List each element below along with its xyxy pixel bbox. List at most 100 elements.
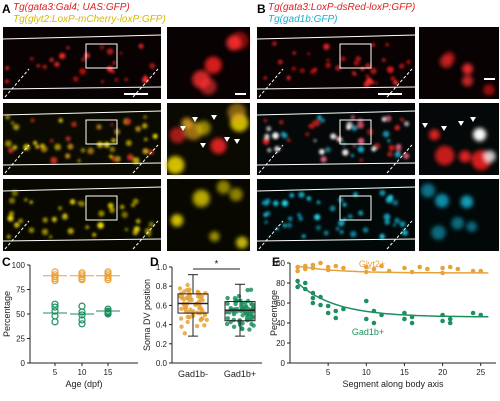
cell-body <box>125 140 132 146</box>
zoom-cell <box>227 103 247 122</box>
cell-body <box>135 125 142 132</box>
cell-body <box>346 121 353 129</box>
cell-body <box>30 118 35 123</box>
cell-body <box>50 156 58 164</box>
body-outline-line <box>2 162 162 166</box>
zoom-cell <box>462 75 473 87</box>
cell-body <box>381 58 386 62</box>
body-outline-line <box>2 110 162 116</box>
panel-label-a: A <box>2 2 11 16</box>
data-point <box>197 305 202 311</box>
cell-body <box>394 151 401 158</box>
cell-body <box>58 206 62 211</box>
y-tick-label: 0.2 <box>156 340 168 349</box>
x-tick-label: 25 <box>476 368 485 377</box>
zoom-roi-box <box>339 119 372 145</box>
cell-body <box>297 213 301 217</box>
cell-body <box>49 138 54 143</box>
cell-body <box>358 210 364 216</box>
data-point <box>51 268 59 276</box>
cell-body <box>36 64 40 68</box>
zoom-cell <box>462 63 473 75</box>
zoom-roi-box <box>339 43 372 69</box>
y-axis-label: Soma DV position <box>142 279 152 351</box>
cell-body <box>350 115 355 120</box>
data-point <box>104 276 112 284</box>
data-point <box>440 318 445 324</box>
data-point <box>470 310 476 316</box>
zoom-cell <box>421 183 435 198</box>
panel-label-c: C <box>2 255 11 269</box>
data-point <box>333 315 339 321</box>
data-point <box>202 323 207 328</box>
data-point <box>363 298 369 304</box>
zoom-cell <box>429 129 440 141</box>
cell-body <box>42 217 48 223</box>
cell-body <box>352 144 356 148</box>
cell-body <box>72 76 79 82</box>
cell-body <box>67 228 74 235</box>
cell-body <box>49 235 53 239</box>
segment-boundary <box>258 68 284 98</box>
cell-body <box>267 148 272 153</box>
cell-body <box>106 48 114 55</box>
y-tick-label: 0 <box>281 359 286 368</box>
body-outline-line <box>256 186 416 192</box>
data-point <box>78 302 86 310</box>
cell-body <box>323 230 329 236</box>
cell-body <box>54 143 61 151</box>
cell-body <box>357 146 365 153</box>
cell-body <box>393 80 399 85</box>
cell-body <box>79 67 87 75</box>
data-point <box>245 287 250 293</box>
data-point <box>302 280 308 286</box>
cell-body <box>266 126 272 132</box>
zoom-cell <box>170 214 184 227</box>
cell-body <box>338 197 344 203</box>
cell-body <box>325 62 332 69</box>
body-outline-line <box>256 162 416 166</box>
cell-body <box>392 199 399 206</box>
zoom-cell <box>459 150 471 163</box>
cell-body <box>114 78 118 82</box>
cell-body <box>101 80 104 84</box>
cell-body <box>379 233 385 240</box>
data-point <box>440 265 445 271</box>
data-point <box>363 316 369 322</box>
x-tick-label: 15 <box>104 368 113 377</box>
cell-body <box>287 216 293 222</box>
cell-body <box>69 199 76 205</box>
zoom-cell <box>169 127 186 144</box>
arrowhead-marker <box>192 117 198 122</box>
arrowhead-marker <box>224 137 230 142</box>
body-outline-line <box>256 110 416 116</box>
data-point <box>333 308 339 314</box>
cell-body <box>65 136 71 142</box>
data-point <box>295 278 300 284</box>
cell-body <box>357 118 363 124</box>
data-point <box>379 312 384 318</box>
data-point <box>402 310 407 316</box>
cell-body <box>8 147 14 154</box>
data-point <box>245 298 251 304</box>
data-point <box>478 312 484 318</box>
cell-body <box>371 146 377 152</box>
data-point <box>243 305 248 310</box>
cell-body <box>144 137 148 142</box>
data-point <box>249 301 254 307</box>
data-point <box>417 264 423 270</box>
cell-body <box>365 74 369 78</box>
data-point <box>310 265 316 271</box>
data-point <box>231 324 237 329</box>
y-tick-label: 75 <box>16 286 25 295</box>
cell-body <box>342 149 349 156</box>
cell-body <box>127 154 134 161</box>
cell-body <box>119 51 123 55</box>
cell-body <box>313 67 318 72</box>
panel-a-title-1: Tg(gata3:Gal4; UAS:GFP) <box>13 2 130 13</box>
cell-body <box>323 43 330 50</box>
data-point <box>203 291 208 296</box>
y-tick-label: 60 <box>276 299 285 308</box>
x-tick-label: 15 <box>400 368 409 377</box>
zoom-cell <box>460 195 474 209</box>
